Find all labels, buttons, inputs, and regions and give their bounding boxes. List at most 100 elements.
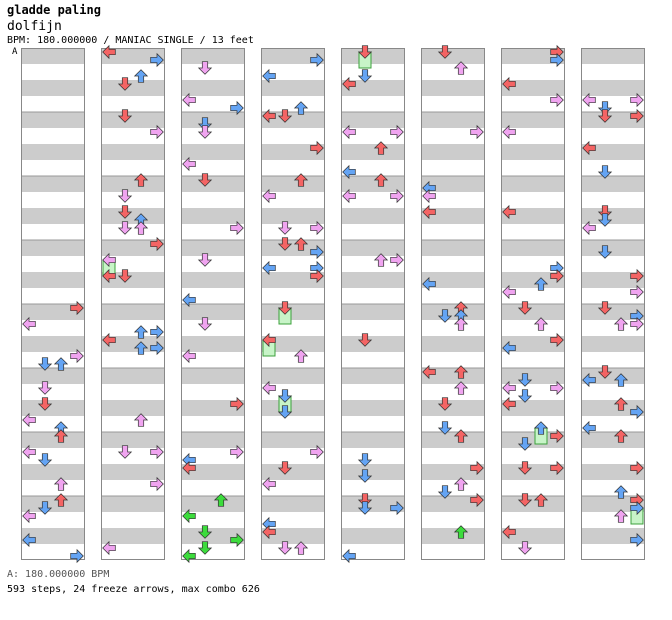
right-arrow-icon	[550, 460, 564, 476]
right-arrow-icon	[150, 52, 164, 68]
beat-stripe	[421, 496, 485, 512]
beat-stripe	[101, 48, 165, 64]
down-arrow-icon	[117, 205, 133, 219]
right-arrow-icon	[630, 92, 644, 108]
right-arrow-icon	[150, 340, 164, 356]
beat-stripe	[21, 432, 85, 448]
down-arrow-icon	[357, 69, 373, 83]
right-arrow-icon	[630, 108, 644, 124]
left-arrow-icon	[502, 204, 516, 220]
beat-stripe	[581, 208, 645, 224]
down-arrow-icon	[197, 525, 213, 539]
right-arrow-icon	[310, 444, 324, 460]
beat-stripe	[101, 272, 165, 288]
left-arrow-icon	[102, 252, 116, 268]
right-arrow-icon	[550, 52, 564, 68]
beat-stripe	[421, 336, 485, 352]
left-arrow-icon	[342, 188, 356, 204]
segment-marker: A	[12, 47, 18, 57]
left-arrow-icon	[262, 260, 276, 276]
up-arrow-icon	[293, 173, 309, 187]
beat-stripe	[341, 80, 405, 96]
beat-stripe	[181, 336, 245, 352]
right-arrow-icon	[630, 404, 644, 420]
down-arrow-icon	[437, 45, 453, 59]
down-arrow-icon	[37, 381, 53, 395]
column-border	[101, 48, 165, 560]
beat-stripe	[261, 80, 325, 96]
left-arrow-icon	[182, 508, 196, 524]
left-arrow-icon	[102, 540, 116, 556]
beat-stripe	[421, 432, 485, 448]
left-arrow-icon	[422, 204, 436, 220]
column-border	[581, 48, 645, 560]
right-arrow-icon	[150, 444, 164, 460]
down-arrow-icon	[597, 101, 613, 115]
right-arrow-icon	[310, 220, 324, 236]
left-arrow-icon	[102, 332, 116, 348]
beat-stripe	[101, 112, 165, 128]
beat-stripe	[581, 400, 645, 416]
beat-stripe	[181, 240, 245, 256]
chart-column	[261, 48, 325, 560]
beat-stripe	[581, 464, 645, 480]
beat-stripe	[341, 400, 405, 416]
down-arrow-icon	[517, 389, 533, 403]
right-arrow-icon	[470, 492, 484, 508]
beat-stripe	[501, 400, 565, 416]
down-arrow-icon	[277, 221, 293, 235]
left-arrow-icon	[262, 524, 276, 540]
beat-stripe	[421, 176, 485, 192]
beat-stripe	[581, 48, 645, 64]
beat-stripe	[21, 176, 85, 192]
beat-stripe	[21, 496, 85, 512]
down-arrow-icon	[197, 61, 213, 75]
beat-stripe	[501, 464, 565, 480]
beat-stripe	[21, 336, 85, 352]
right-arrow-icon	[550, 92, 564, 108]
up-arrow-icon	[53, 357, 69, 371]
down-arrow-icon	[357, 453, 373, 467]
left-arrow-icon	[102, 44, 116, 60]
down-arrow-icon	[197, 173, 213, 187]
down-arrow-icon	[437, 421, 453, 435]
right-arrow-icon	[150, 324, 164, 340]
left-arrow-icon	[342, 548, 356, 564]
down-arrow-icon	[517, 301, 533, 315]
beat-stripe	[501, 528, 565, 544]
beat-stripe	[101, 528, 165, 544]
beat-stripe	[101, 496, 165, 512]
left-arrow-icon	[262, 476, 276, 492]
down-arrow-icon	[597, 205, 613, 219]
chart-column	[501, 44, 565, 560]
left-arrow-icon	[262, 188, 276, 204]
down-arrow-icon	[277, 405, 293, 419]
up-arrow-icon	[293, 101, 309, 115]
beat-stripe	[421, 464, 485, 480]
chart-column	[341, 45, 405, 564]
up-arrow-icon	[533, 317, 549, 331]
left-arrow-icon	[22, 508, 36, 524]
down-arrow-icon	[597, 109, 613, 123]
left-arrow-icon	[182, 92, 196, 108]
down-arrow-icon	[197, 117, 213, 131]
left-arrow-icon	[22, 444, 36, 460]
beat-stripe	[581, 240, 645, 256]
beat-stripe	[261, 368, 325, 384]
down-arrow-icon	[357, 333, 373, 347]
down-arrow-icon	[597, 365, 613, 379]
up-arrow-icon	[53, 477, 69, 491]
column-border	[501, 48, 565, 560]
right-arrow-icon	[630, 460, 644, 476]
beat-stripe	[341, 48, 405, 64]
beat-stripe	[181, 528, 245, 544]
right-arrow-icon	[630, 532, 644, 548]
beat-stripe	[581, 112, 645, 128]
up-arrow-icon	[533, 277, 549, 291]
down-arrow-icon	[277, 389, 293, 403]
beat-stripe	[261, 240, 325, 256]
beat-stripe	[421, 528, 485, 544]
up-arrow-icon	[133, 221, 149, 235]
down-arrow-icon	[37, 357, 53, 371]
beat-stripe	[421, 272, 485, 288]
